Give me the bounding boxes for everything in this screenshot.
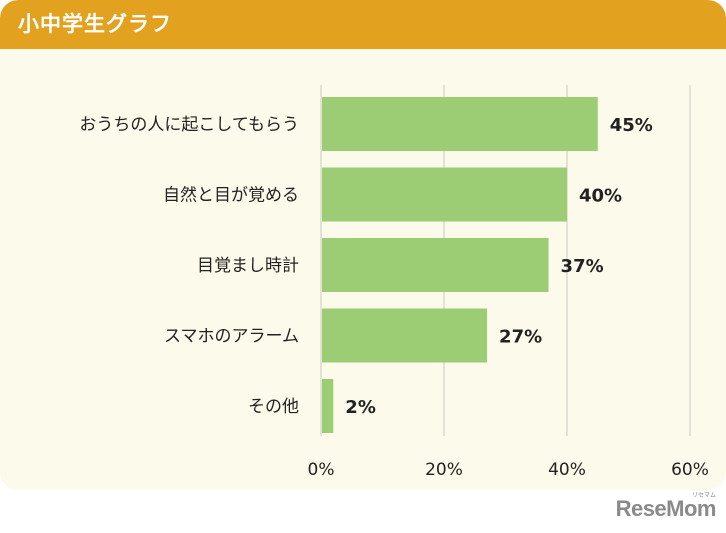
category-label: 目覚まし時計	[197, 256, 299, 276]
bar	[322, 379, 334, 433]
bar	[322, 167, 567, 222]
value-label: 27%	[499, 327, 542, 348]
value-label: 40%	[579, 186, 622, 207]
value-label: 37%	[561, 256, 604, 277]
x-tick-label: 20%	[425, 460, 463, 480]
x-tick-label: 60%	[671, 460, 709, 480]
x-tick-label: 0%	[308, 460, 335, 480]
value-label: 2%	[345, 397, 376, 418]
header-bar: 小中学生グラフ	[0, 0, 726, 49]
bar	[322, 308, 488, 363]
resemom-logo: ReseMom リセマム	[615, 493, 717, 526]
logo-kana: リセマム	[691, 493, 716, 499]
bar-chart: 0% 20% 40% 60% おうちの人に起こしてもらう 45% 自然と目が覚める 40% 目覚…	[79, 85, 709, 480]
x-tick-label: 40%	[548, 460, 586, 480]
chart-card: 小中学生グラフ 0% 20% 40% 60% おうちの人に起こしてもらう 45% 自然と目が…	[0, 0, 726, 490]
bar	[322, 97, 598, 151]
category-label: その他	[248, 397, 299, 417]
logo-text: ReseMom	[615, 496, 717, 521]
category-label: スマホのアラーム	[164, 327, 299, 347]
bar	[322, 238, 549, 292]
chart-title: 小中学生グラフ	[18, 12, 172, 36]
category-label: 自然と目が覚める	[163, 186, 299, 206]
value-label: 45%	[610, 115, 653, 136]
category-label: おうちの人に起こしてもらう	[79, 115, 299, 135]
